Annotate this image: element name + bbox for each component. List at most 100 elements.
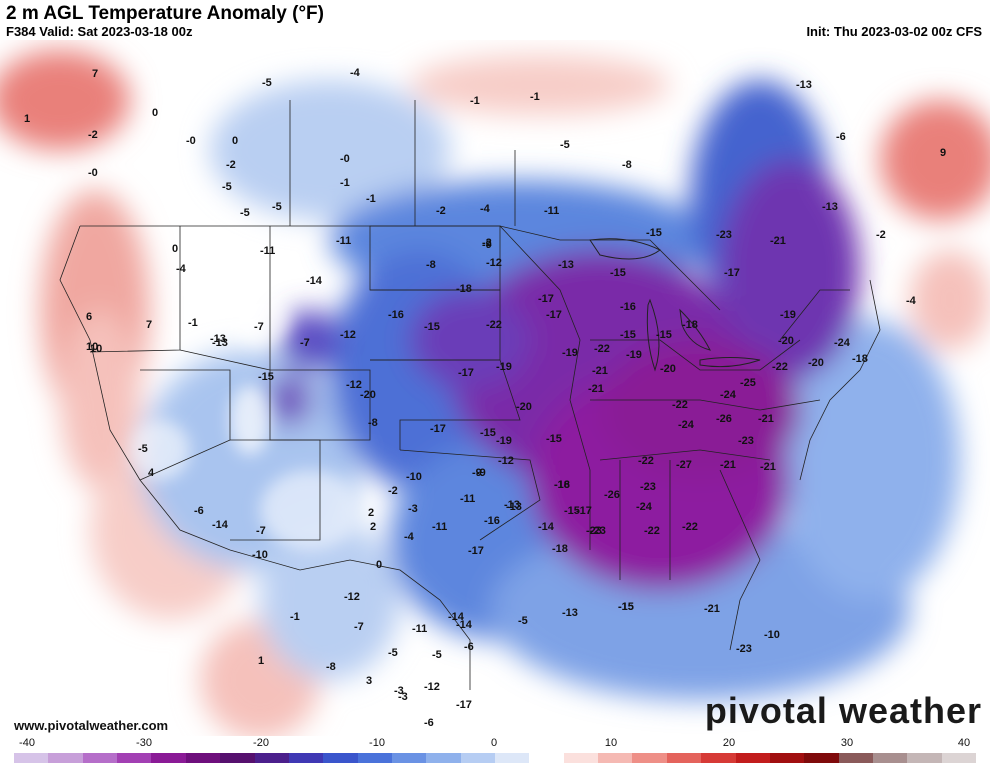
color-scale-swatch: [82, 753, 118, 763]
anomaly-label: -4: [480, 203, 491, 215]
color-scale-swatch: [151, 753, 186, 763]
color-scale-swatch: [701, 753, 736, 763]
anomaly-label: -12: [486, 257, 502, 269]
anomaly-map[interactable]: 7 0 1 -2 -0 0 -0 -2 -5 -0 -1 -5 -5 -4 -1…: [0, 40, 990, 736]
color-scale: -40 -30 -20 -10 0 10 20 30 40: [0, 736, 990, 765]
anomaly-label: -19: [496, 361, 512, 373]
anomaly-label: -12: [344, 591, 360, 603]
anomaly-label: -13: [210, 333, 226, 345]
anomaly-label: 1: [258, 655, 264, 667]
anomaly-label: -24: [636, 501, 653, 513]
anomaly-label: -16: [388, 309, 404, 321]
scale-tick: 40: [957, 737, 971, 749]
anomaly-label: -20: [360, 389, 376, 401]
anomaly-label: -17: [576, 505, 592, 517]
anomaly-label: -22: [772, 361, 788, 373]
anomaly-label: -15: [564, 505, 580, 517]
color-scale-swatch: [391, 753, 427, 763]
anomaly-label: -1: [290, 611, 300, 623]
anomaly-label: -17: [458, 367, 474, 379]
color-scale-swatch: [14, 753, 49, 763]
color-scale-swatch: [804, 753, 839, 763]
anomaly-label: -4: [350, 67, 361, 79]
anomaly-label: -11: [336, 235, 351, 247]
anomaly-label: -17: [468, 545, 484, 557]
great-lakes: [589, 238, 761, 372]
anomaly-label: -21: [592, 365, 608, 377]
scale-tick: -30: [136, 737, 152, 749]
anomaly-label: -21: [758, 413, 774, 425]
anomaly-label: -20: [778, 335, 794, 347]
anomaly-label: -9: [472, 467, 482, 479]
scale-tick: -40: [19, 737, 35, 749]
color-scale-swatch: [426, 753, 461, 763]
map-canvas: 7 0 1 -2 -0 0 -0 -2 -5 -0 -1 -5 -5 -4 -1…: [0, 40, 990, 736]
scale-tick: -10: [369, 737, 385, 749]
anomaly-label: -11: [544, 205, 559, 217]
color-scale-swatch: [117, 753, 152, 763]
anomaly-label: -5: [240, 207, 250, 219]
anomaly-label: -13: [506, 501, 522, 513]
anomaly-label: -15: [258, 371, 274, 383]
anomaly-label: -21: [588, 383, 604, 395]
anomaly-label: 10: [90, 343, 102, 355]
anomaly-label: 7: [92, 68, 98, 80]
anomaly-label: -11: [460, 493, 475, 505]
anomaly-label: -14: [538, 521, 555, 533]
anomaly-label: -15: [618, 601, 634, 613]
anomaly-label: -10: [406, 471, 422, 483]
anomaly-label: -1: [470, 95, 480, 107]
anomaly-label: -4: [176, 263, 187, 275]
anomaly-label: -25: [740, 377, 756, 389]
color-scale-swatch: [288, 753, 324, 763]
brand-logo: pivotal weather: [704, 690, 982, 731]
color-scale-swatch: [357, 753, 392, 763]
anomaly-label: -15: [546, 433, 562, 445]
anomaly-label: -21: [770, 235, 786, 247]
anomaly-label: -7: [354, 621, 364, 633]
anomaly-label: -18: [852, 353, 868, 365]
anomaly-label: -20: [808, 357, 824, 369]
color-scale-swatch: [460, 753, 496, 763]
anomaly-label: -6: [464, 641, 474, 653]
anomaly-label: -5: [262, 77, 272, 89]
anomaly-label: -5: [560, 139, 570, 151]
anomaly-label: 0: [232, 135, 238, 147]
anomaly-label: -13: [562, 607, 578, 619]
anomaly-label: -0: [340, 153, 350, 165]
anomaly-label: -14: [448, 611, 465, 623]
anomaly-label: -26: [604, 489, 620, 501]
anomaly-label: -24: [834, 337, 851, 349]
anomaly-label: -27: [676, 459, 692, 471]
anomaly-label: -23: [590, 525, 606, 537]
anomaly-label: -20: [516, 401, 532, 413]
anomaly-label: -9: [482, 239, 492, 251]
anomaly-label: -11: [260, 245, 275, 257]
anomaly-label: -5: [432, 649, 442, 661]
anomaly-label: -26: [716, 413, 732, 425]
political-borders: [59, 100, 881, 690]
anomaly-label: -5: [388, 647, 398, 659]
color-scale-swatch: [632, 753, 667, 763]
anomaly-label: -22: [682, 521, 698, 533]
color-scale-swatch: [735, 753, 770, 763]
anomaly-label: -15: [610, 267, 626, 279]
init-time: Init: Thu 2023-03-02 00z CFS: [806, 24, 982, 39]
anomaly-label: -15: [480, 427, 496, 439]
anomaly-label: -16: [554, 479, 570, 491]
anomaly-label: -1: [188, 317, 198, 329]
anomaly-label: -6: [836, 131, 846, 143]
anomaly-label: 3: [366, 675, 372, 687]
scale-tick: 10: [604, 737, 618, 749]
anomaly-label: -12: [424, 681, 440, 693]
anomaly-label: -10: [764, 629, 780, 641]
color-scale-swatch: [941, 753, 977, 763]
anomaly-label: 4: [148, 467, 155, 479]
anomaly-label: -13: [558, 259, 574, 271]
anomaly-label: -7: [254, 321, 264, 333]
color-scale-swatch: [907, 753, 942, 763]
anomaly-label: 2: [370, 521, 376, 533]
site-url[interactable]: www.pivotalweather.com: [14, 718, 169, 733]
header: 2 m AGL Temperature Anomaly (°F) F384 Va…: [0, 0, 990, 40]
color-scale-swatch: [872, 753, 908, 763]
